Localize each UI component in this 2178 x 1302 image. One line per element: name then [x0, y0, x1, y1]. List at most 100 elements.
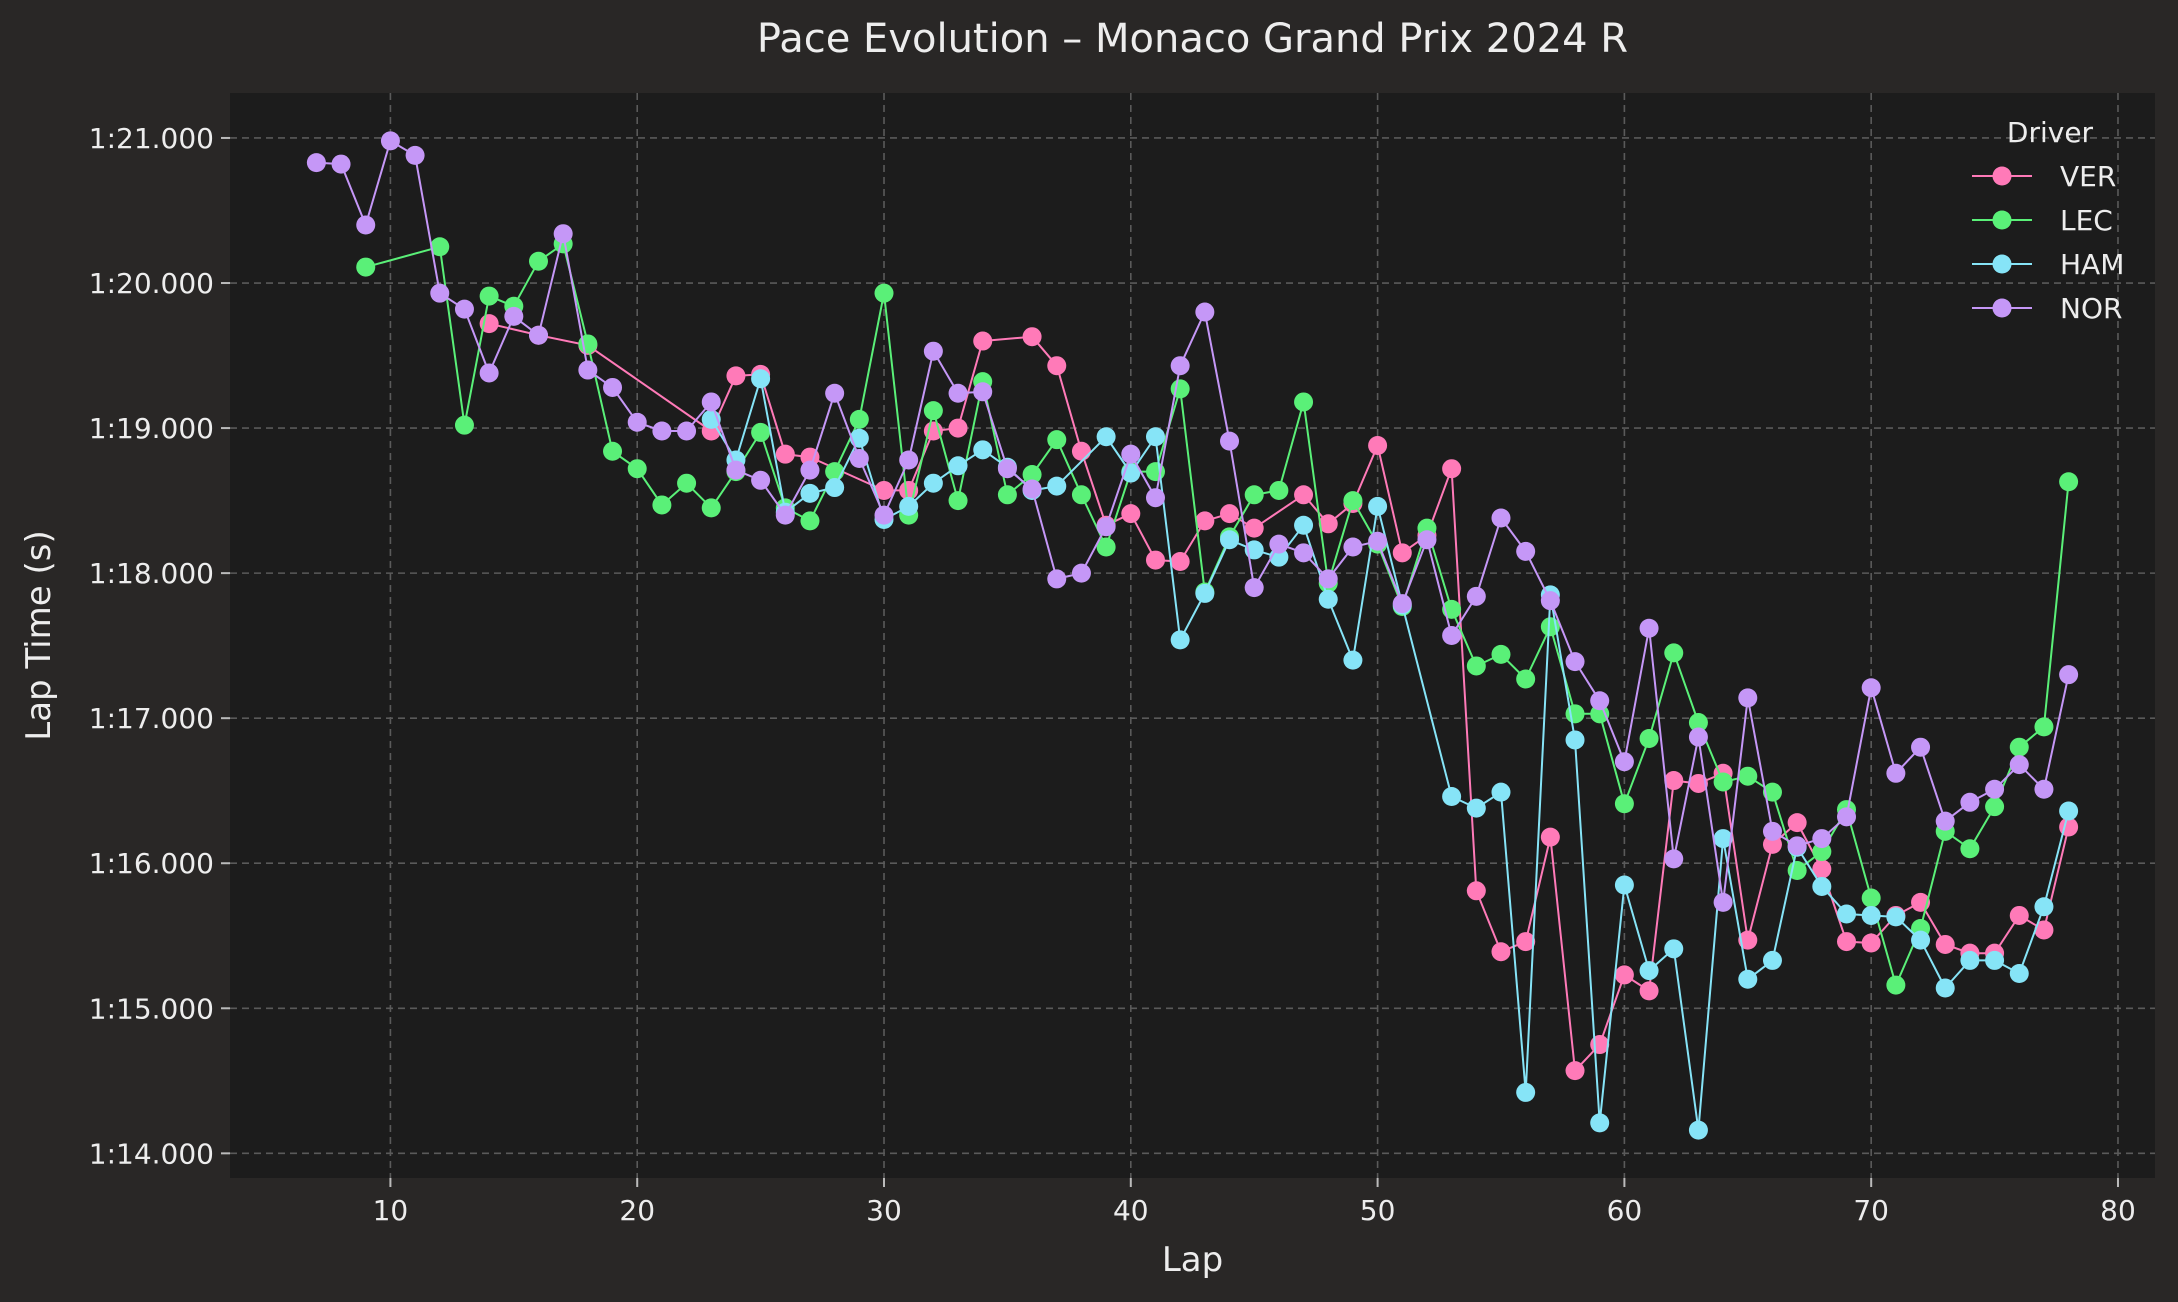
data-point-nor [380, 131, 400, 151]
data-point-nor [528, 325, 548, 345]
data-point-nor [1590, 691, 1610, 711]
data-point-nor [751, 470, 771, 490]
data-point-nor [1812, 829, 1832, 849]
data-point-nor [1417, 530, 1437, 550]
data-point-ver [1614, 965, 1634, 985]
data-point-nor [1664, 849, 1684, 869]
data-point-lec [1071, 485, 1091, 505]
data-point-lec [2059, 472, 2079, 492]
data-point-ham [1491, 782, 1511, 802]
data-point-nor [331, 154, 351, 174]
data-point-nor [1688, 727, 1708, 747]
data-point-lec [1664, 643, 1684, 663]
data-point-nor [1565, 652, 1585, 672]
data-point-nor [1713, 892, 1733, 912]
data-point-ham [1762, 950, 1782, 970]
data-point-lec [1713, 772, 1733, 792]
data-point-ham [948, 456, 968, 476]
data-point-nor [1244, 578, 1264, 598]
data-point-ver [1762, 834, 1782, 854]
data-point-lec [1047, 430, 1067, 450]
data-point-ham [923, 473, 943, 493]
data-point-nor [1935, 811, 1955, 831]
data-point-ver [948, 418, 968, 438]
x-tick-label: 10 [373, 1194, 409, 1227]
data-point-ham [849, 428, 869, 448]
data-point-nor [923, 341, 943, 361]
data-point-lec [1614, 794, 1634, 814]
x-axis-label: Lap [1162, 1240, 1223, 1280]
data-point-ver [1688, 773, 1708, 793]
data-point-ver [1368, 435, 1388, 455]
data-point-ver [1392, 543, 1412, 563]
legend-item-ham: HAM [1972, 248, 2124, 281]
data-point-lec [1762, 782, 1782, 802]
y-tick-label: 1:17.000 [89, 702, 214, 735]
data-point-lec [1244, 485, 1264, 505]
data-point-ver [1244, 518, 1264, 538]
data-point-nor [726, 460, 746, 480]
data-point-ham [1294, 515, 1314, 535]
data-point-ham [800, 483, 820, 503]
data-point-ver [775, 444, 795, 464]
data-point-ver [874, 480, 894, 500]
data-point-lec [923, 401, 943, 421]
y-tick-label: 1:15.000 [89, 992, 214, 1025]
legend-label-lec: LEC [2060, 204, 2113, 237]
data-point-lec [1294, 392, 1314, 412]
data-point-lec [627, 459, 647, 479]
data-point-nor [775, 505, 795, 525]
data-point-lec [652, 495, 672, 515]
chart-title: Pace Evolution – Monaco Grand Prix 2024 … [757, 16, 1628, 62]
data-point-nor [1392, 594, 1412, 614]
data-point-lec [1886, 975, 1906, 995]
data-point-ham [2059, 801, 2079, 821]
data-point-lec [1590, 704, 1610, 724]
data-point-ham [1812, 876, 1832, 896]
data-point-nor [1318, 569, 1338, 589]
data-point-ham [1688, 1120, 1708, 1140]
data-point-nor [849, 449, 869, 469]
data-point-nor [652, 421, 672, 441]
data-point-ham [1738, 969, 1758, 989]
data-point-ver [1318, 514, 1338, 534]
data-point-nor [874, 505, 894, 525]
data-point-nor [1960, 792, 1980, 812]
data-point-ham [1096, 427, 1116, 447]
x-tick-label: 60 [1607, 1194, 1643, 1227]
data-point-ver [1516, 932, 1536, 952]
y-tick-label: 1:16.000 [89, 847, 214, 880]
data-point-lec [1812, 842, 1832, 862]
data-point-ham [1516, 1082, 1536, 1102]
data-point-ver [1787, 813, 1807, 833]
data-point-ham [1195, 583, 1215, 603]
data-point-ham [1368, 496, 1388, 516]
plot-area [230, 93, 2155, 1178]
legend: Driver VER LEC HAM NOR [1972, 116, 2124, 325]
data-point-nor [973, 382, 993, 402]
data-point-ver [1540, 827, 1560, 847]
legend-marker-ver [1992, 166, 2012, 186]
axes: 10 20 30 40 50 60 70 80 1:14.000 1:15.000 1:16.000… [89, 122, 2136, 1227]
data-point-ham [1664, 939, 1684, 959]
data-point-lec [677, 473, 697, 493]
x-tick-label: 40 [1113, 1194, 1149, 1227]
data-point-ver [1022, 327, 1042, 347]
data-point-ham [1565, 730, 1585, 750]
data-point-ver [1047, 356, 1067, 376]
data-point-nor [1145, 488, 1165, 508]
data-point-ver [1664, 771, 1684, 791]
data-point-ver [1812, 859, 1832, 879]
data-point-lec [528, 251, 548, 271]
data-point-ham [1886, 907, 1906, 927]
data-point-nor [948, 383, 968, 403]
data-point-ver [1565, 1061, 1585, 1081]
grid-lines [230, 93, 2155, 1178]
data-point-ham [1614, 875, 1634, 895]
data-point-nor [553, 224, 573, 244]
x-tick-label: 20 [619, 1194, 655, 1227]
data-point-nor [1466, 586, 1486, 606]
data-point-lec [479, 286, 499, 306]
data-point-nor [1516, 541, 1536, 561]
data-point-ver [973, 331, 993, 351]
